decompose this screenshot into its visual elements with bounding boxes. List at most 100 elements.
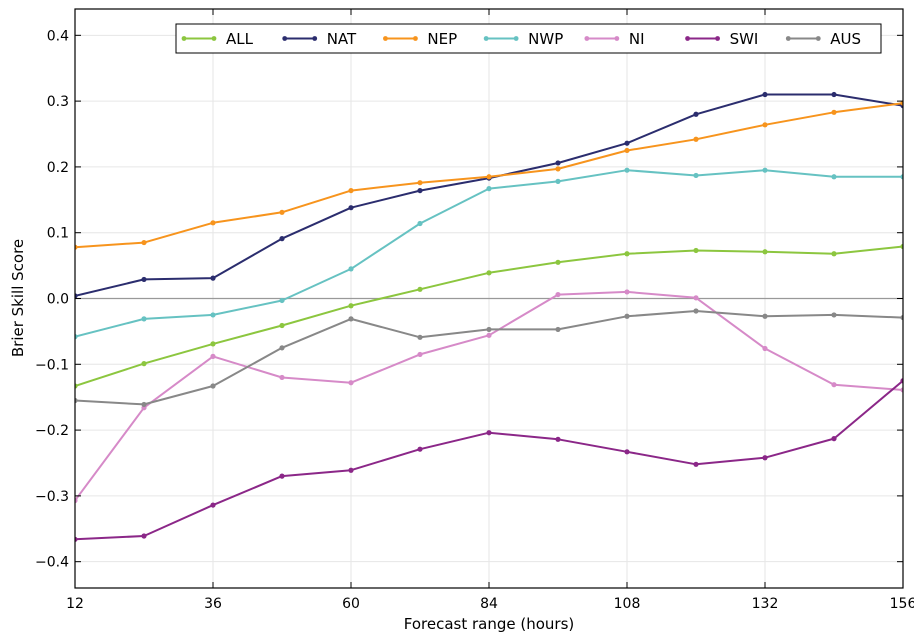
data-point-aus [279, 345, 285, 351]
data-point-all [417, 286, 423, 292]
data-point-nat [210, 275, 216, 281]
legend-marker [282, 36, 288, 41]
data-point-aus [900, 314, 903, 321]
data-point-nep [210, 220, 216, 226]
legend-marker [513, 36, 519, 41]
series-nwp [75, 167, 903, 340]
legend-marker [584, 36, 590, 41]
legend-item-all: ALL [181, 30, 254, 48]
data-point-nat [693, 111, 699, 117]
data-point-all [348, 303, 354, 309]
legend-label-ni: NI [629, 30, 645, 48]
legend-marker [815, 36, 821, 41]
data-point-swi [624, 449, 630, 455]
data-point-nwp [555, 178, 561, 184]
data-point-nat [762, 91, 768, 98]
data-point-all [210, 341, 216, 347]
legend-label-all: ALL [226, 30, 254, 48]
data-point-ni [210, 353, 216, 359]
data-point-ni [762, 345, 768, 352]
data-point-ni [486, 332, 492, 338]
data-point-nwp [762, 167, 768, 173]
data-point-swi [141, 533, 147, 539]
data-point-aus [417, 334, 423, 340]
legend-item-swi: SWI [685, 30, 758, 48]
legend-marker [715, 36, 720, 41]
data-point-nat [624, 140, 630, 146]
data-point-swi [555, 436, 561, 442]
data-point-ni [417, 351, 423, 358]
legend-label-aus: AUS [830, 30, 861, 48]
data-point-all [900, 243, 903, 250]
y-tick-label: −0.1 [35, 357, 69, 373]
data-point-ni [831, 382, 837, 388]
data-point-aus [693, 308, 699, 314]
data-point-aus [210, 383, 216, 389]
data-point-swi [348, 467, 354, 473]
legend-marker [483, 36, 489, 41]
data-point-nat [75, 293, 78, 299]
y-tick-label: 0.4 [47, 28, 69, 44]
data-point-nwp [900, 174, 903, 180]
data-point-nep [693, 136, 699, 142]
data-point-swi [210, 502, 216, 508]
legend-label-swi: SWI [730, 30, 759, 48]
data-point-ni [693, 295, 699, 301]
legend-item-nat: NAT [282, 30, 357, 48]
data-point-nwp [831, 174, 837, 180]
data-point-nwp [210, 312, 216, 318]
data-point-nep [624, 147, 630, 154]
data-point-aus [831, 312, 837, 318]
data-point-aus [141, 401, 147, 408]
legend-item-aus: AUS [785, 30, 861, 48]
data-point-all [141, 361, 147, 367]
axis-ticks: 12 36 60 84 108 132 156 −0.4 −0.3 −0.2 −0.1 0.0 0.1 0… [35, 9, 914, 612]
data-point-nat [417, 187, 423, 194]
data-point-swi [831, 436, 837, 442]
legend-marker [383, 36, 388, 41]
y-tick-label: 0.2 [47, 160, 69, 176]
data-point-nep [75, 244, 78, 250]
legend-marker [785, 36, 791, 41]
y-tick-label: 0.0 [47, 292, 69, 308]
x-tick-label: 156 [890, 596, 914, 612]
x-tick-label: 108 [614, 596, 641, 612]
legend-label-nat: NAT [327, 30, 357, 48]
data-point-aus [762, 313, 768, 319]
y-tick-label: −0.2 [35, 423, 69, 439]
y-tick-label: −0.3 [35, 489, 69, 505]
data-point-nep [486, 174, 492, 180]
legend-marker [413, 36, 418, 41]
data-point-nat [348, 205, 354, 211]
x-tick-label: 60 [342, 596, 360, 612]
data-point-nat [831, 91, 837, 98]
data-point-all [762, 249, 768, 255]
data-point-swi [417, 446, 423, 452]
data-point-nwp [279, 297, 285, 304]
data-point-aus [486, 326, 492, 333]
legend: ALL NAT NEP NWP NI SWI AUS [175, 23, 882, 54]
data-point-swi [75, 536, 78, 542]
data-point-nwp [624, 167, 630, 173]
data-point-aus [75, 397, 78, 404]
series-ni [75, 289, 903, 504]
data-point-nwp [693, 172, 699, 179]
series-group [75, 91, 903, 542]
data-point-all [75, 383, 78, 389]
data-point-nat [555, 160, 561, 166]
x-tick-label: 36 [204, 596, 222, 612]
data-point-nep [417, 180, 423, 186]
data-point-all [831, 251, 837, 257]
legend-label-nwp: NWP [528, 30, 563, 48]
data-point-aus [624, 313, 630, 319]
x-tick-label: 132 [752, 596, 779, 612]
legend-marker [685, 36, 690, 41]
data-point-swi [486, 430, 492, 436]
data-point-ni [348, 380, 354, 386]
legend-marker [614, 36, 620, 41]
data-point-swi [693, 461, 699, 467]
data-point-nwp [417, 220, 423, 227]
series-nep [75, 100, 903, 250]
data-point-ni [75, 497, 78, 504]
